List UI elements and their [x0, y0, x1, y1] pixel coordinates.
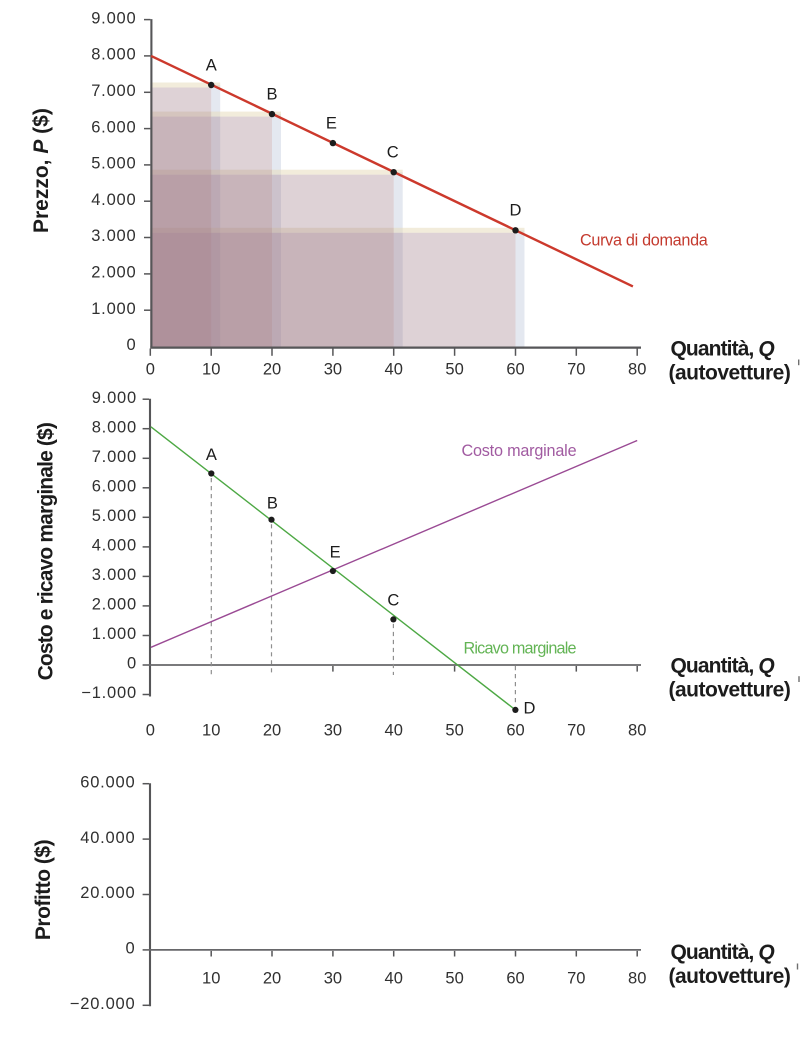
svg-text:0: 0 — [146, 721, 155, 739]
svg-text:8.000: 8.000 — [92, 418, 137, 436]
svg-text:Costo e ricavo marginale ($): Costo e ricavo marginale ($) — [35, 423, 58, 680]
svg-text:2.000: 2.000 — [91, 264, 136, 282]
svg-text:6.000: 6.000 — [91, 118, 136, 136]
svg-text:20: 20 — [263, 721, 281, 739]
svg-text:0: 0 — [127, 655, 137, 673]
svg-text:80: 80 — [628, 721, 646, 739]
svg-text:3.000: 3.000 — [91, 227, 136, 245]
svg-text:40: 40 — [385, 361, 403, 379]
svg-text:A: A — [206, 446, 217, 464]
svg-text:6.000: 6.000 — [92, 478, 137, 496]
svg-text:(autovetture): (autovetture) — [669, 965, 791, 988]
svg-text:4.000: 4.000 — [92, 537, 137, 555]
svg-text:20: 20 — [263, 361, 281, 379]
svg-text:C: C — [387, 144, 399, 162]
svg-text:B: B — [266, 86, 277, 104]
svg-text:9.000: 9.000 — [92, 389, 137, 407]
svg-text:70: 70 — [567, 721, 585, 739]
svg-text:20: 20 — [263, 969, 281, 987]
svg-text:70: 70 — [567, 969, 585, 987]
svg-text:8.000: 8.000 — [91, 46, 136, 64]
svg-text:0: 0 — [146, 361, 155, 379]
svg-text:Costo marginale: Costo marginale — [462, 442, 577, 460]
svg-text:40: 40 — [385, 721, 403, 739]
svg-text:9.000: 9.000 — [91, 9, 136, 27]
svg-text:60: 60 — [506, 361, 524, 379]
svg-text:D: D — [510, 202, 522, 220]
svg-text:1.000: 1.000 — [91, 300, 136, 318]
svg-text:0: 0 — [126, 940, 136, 958]
svg-text:30: 30 — [324, 969, 342, 987]
svg-text:Curva di domanda: Curva di domanda — [580, 231, 708, 249]
svg-text:B: B — [267, 495, 278, 513]
svg-text:Quantità, Q: Quantità, Q — [671, 338, 775, 361]
svg-text:E: E — [330, 543, 341, 561]
svg-text:10: 10 — [202, 361, 220, 379]
svg-text:C: C — [387, 591, 399, 609]
svg-text:E: E — [326, 115, 337, 133]
svg-text:80: 80 — [628, 969, 646, 987]
svg-text:Ricavo marginale: Ricavo marginale — [464, 640, 577, 658]
svg-text:(autovetture): (autovetture) — [669, 679, 791, 702]
svg-text:2.000: 2.000 — [92, 596, 137, 614]
svg-text:50: 50 — [445, 361, 463, 379]
svg-text:4.000: 4.000 — [91, 191, 136, 209]
svg-text:50: 50 — [445, 721, 463, 739]
svg-text:Profitto ($): Profitto ($) — [32, 840, 55, 940]
svg-text:1.000: 1.000 — [92, 625, 137, 643]
svg-text:30: 30 — [324, 361, 342, 379]
svg-text:30: 30 — [324, 721, 342, 739]
svg-text:60: 60 — [506, 969, 524, 987]
svg-text:20.000: 20.000 — [80, 884, 135, 902]
svg-text:10: 10 — [202, 721, 220, 739]
svg-text:−20.000: −20.000 — [70, 995, 136, 1013]
svg-text:40.000: 40.000 — [80, 829, 135, 847]
svg-text:3.000: 3.000 — [92, 566, 137, 584]
svg-text:5.000: 5.000 — [92, 507, 137, 525]
svg-text:7.000: 7.000 — [91, 82, 136, 100]
svg-text:D: D — [523, 700, 535, 718]
svg-text:A: A — [206, 56, 217, 74]
svg-text:Prezzo, P ($): Prezzo, P ($) — [30, 108, 53, 233]
svg-text:5.000: 5.000 — [91, 155, 136, 173]
svg-text:40: 40 — [385, 969, 403, 987]
svg-text:−1.000: −1.000 — [81, 684, 137, 702]
svg-text:Quantità, Q: Quantità, Q — [671, 655, 775, 678]
svg-text:7.000: 7.000 — [92, 448, 137, 466]
svg-text:Quantità, Q: Quantità, Q — [671, 941, 775, 964]
svg-text:10: 10 — [202, 969, 220, 987]
svg-text:(autovetture): (autovetture) — [669, 362, 791, 385]
svg-text:0: 0 — [127, 336, 137, 354]
svg-text:50: 50 — [445, 969, 463, 987]
svg-text:60.000: 60.000 — [80, 773, 135, 791]
svg-text:80: 80 — [628, 361, 646, 379]
svg-text:60: 60 — [506, 721, 524, 739]
svg-text:70: 70 — [567, 361, 585, 379]
